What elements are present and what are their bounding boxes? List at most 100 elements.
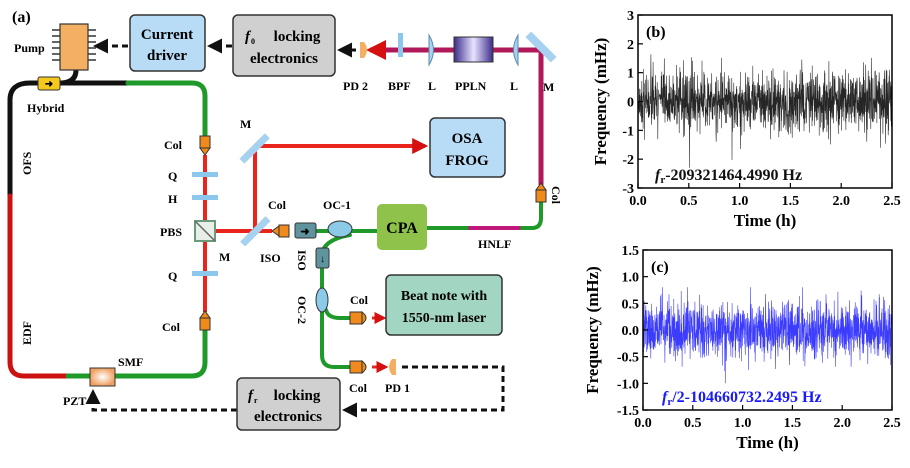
fr-locking-box [236,377,341,431]
q-top-label: Q [168,169,177,183]
f0-locking-line1: locking [274,29,321,45]
pzt-component [89,367,116,387]
x-tick-label: 1.5 [782,194,800,209]
col-pd1 [349,359,367,375]
annotation-symbol: f [655,167,662,184]
col-iso-in [271,224,290,238]
x-tick-label: 2.5 [883,416,901,431]
half-waveplate [192,195,218,200]
y-tick-label: 1.0 [622,271,640,286]
arrow-down-icon: ↓ [320,254,325,265]
col-top-label: Col [164,138,183,152]
col-beat [349,310,367,326]
annotation-subscript: r [660,174,665,186]
osa-frog-box [429,117,506,178]
hnlf-label: HNLF [478,237,511,251]
col-pd1-label: Col [349,381,368,395]
iso-2-label: ISO [295,250,309,271]
fiber-beat-branch [324,308,352,320]
y-tick-label: 0 [627,96,634,111]
ppln-label: PPLN [455,79,487,93]
hybrid-component [37,76,61,91]
lens-1 [428,33,434,67]
ppln-crystal [453,36,494,63]
pump-pins [52,29,96,61]
fr-subscript: r [254,396,258,405]
hybrid-label: Hybrid [27,101,65,115]
h-label: H [168,192,178,206]
cpa-label: CPA [386,220,418,237]
y-tick-label: 1.5 [622,244,640,259]
pump-chip [52,23,96,71]
m-bottom-label: M [219,250,230,264]
pd1-label: PD 1 [385,381,410,395]
f0-subscript: 0 [251,37,255,46]
y-tick-label: -0.5 [617,351,639,366]
pump-label: Pump [14,41,45,55]
coupler-oc2 [315,287,329,313]
x-tick-label: 1.5 [784,416,802,431]
col-iso-label: Col [268,198,287,212]
x-tick-label: 2.0 [832,194,850,209]
frog-label: FROG [445,153,489,169]
fr-locking-line2: electronics [254,409,322,425]
photodiode-pd2 [360,42,367,58]
f0-locking-line2: electronics [250,51,318,67]
fiber-edf [7,193,71,379]
bandpass-filter [398,33,403,57]
x-tick-label: 2.0 [833,416,851,431]
y-tick-label: -2 [622,153,634,168]
fr-symbol: f [248,388,255,404]
osa-label: OSA [452,131,483,147]
annotation: fr-209321464.4990 Hz [655,167,802,186]
annotation-symbol: f [662,389,669,406]
x-tick-label: 0.0 [629,194,647,209]
beat-note-line1: Beat note with [401,289,488,304]
current-driver-line1: Current [141,27,193,43]
fiber-oc-branch [320,233,352,369]
fiber-smf [65,323,208,379]
x-axis-label: Time (h) [736,433,799,452]
quarter-waveplate-bottom [192,271,218,276]
mirror-bottom [240,216,271,247]
chart-b: 0.0 0.5 1.0 1.5 2.0 2.5 -3 -2 -1 0 1 2 3 Time (h) Freq… [591,9,901,230]
chart-c: 0.0 0.5 1.0 1.5 2.0 2.5 -1.5 -1.0 -0.5 0.0 0.5 1.0 1… [583,244,901,452]
isolator-1 [294,222,317,239]
isolator-2 [315,247,330,269]
x-axis-label: Time (h) [734,211,797,230]
coupler-oc1 [327,220,353,238]
fr-locking-line1: locking [274,388,321,404]
y-tick-label: -1 [622,124,634,139]
col-right [535,182,547,203]
panel-label: (c) [651,259,669,276]
link-fr-to-pzt [85,389,237,412]
f0-symbol: f [245,29,252,45]
col-top [199,135,211,156]
link-pd1-to-fr [342,365,505,418]
y-tick-label: -3 [622,182,634,197]
panel-label: (b) [646,24,666,41]
lens-2-label: L [510,79,518,93]
col-beat-label: Col [350,293,369,307]
x-tick-label: 0.5 [684,416,702,431]
mirror-top [239,133,270,164]
panel-a-label: (a) [12,9,31,26]
y-tick-label: 3 [627,9,634,24]
m-top-label: M [240,117,251,131]
bpf-label: BPF [388,79,411,93]
arrow-right-icon: ➜ [45,79,53,90]
col-right-label: Col [549,186,563,205]
col-bottom-label: Col [162,320,181,334]
y-tick-label: 2 [627,38,634,53]
y-axis-label: Frequency (mHz) [591,38,610,166]
y-tick-label: 0.0 [622,324,640,339]
edf-label: EDF [20,321,34,345]
setup-diagram: (a) [7,9,563,431]
mirror-right [525,31,557,63]
cpa-box [377,204,427,250]
noise-trace [637,45,893,168]
f0-locking-box [232,14,336,77]
iso-1-label: ISO [260,251,281,265]
y-tick-label: -1.0 [617,377,639,392]
